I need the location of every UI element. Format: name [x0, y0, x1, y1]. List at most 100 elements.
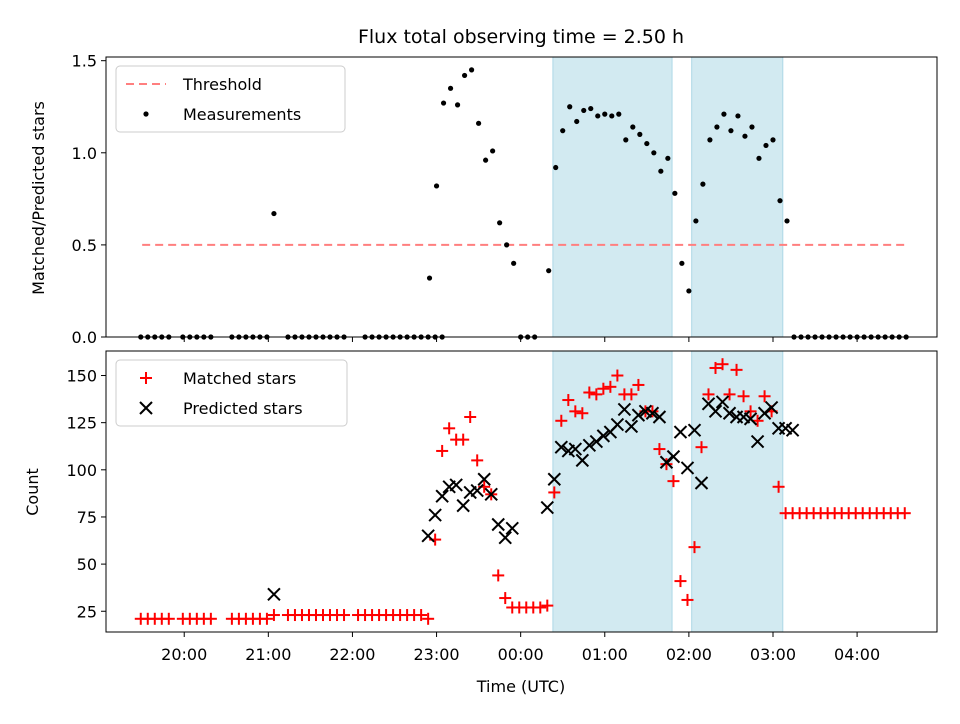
measurement-point: [553, 164, 559, 171]
matched-point: [548, 486, 561, 499]
matched-point: [576, 407, 589, 420]
predicted-point-stroke: [778, 421, 793, 436]
measurement-point: [693, 218, 699, 224]
measurement-point: [763, 142, 769, 149]
matched-point: [436, 444, 449, 457]
predicted-point: [596, 429, 611, 443]
measurement-point: [735, 113, 741, 119]
predicted-point: [435, 489, 449, 503]
measurement-point: [728, 128, 734, 134]
matched-point: [632, 378, 645, 391]
matched-point: [730, 363, 743, 376]
bottom-y-axis-label: Count: [23, 468, 42, 516]
legend: Threshold Measurements: [115, 65, 346, 133]
y-tick-label: 150: [66, 367, 97, 386]
predicted-point-stroke: [435, 489, 449, 503]
predicted-point: [568, 442, 583, 456]
predicted-point-stroke: [624, 419, 639, 434]
predicted-point-stroke: [652, 410, 667, 424]
predicted-point: [554, 440, 569, 454]
measurement-point: [426, 275, 433, 281]
measurement-point: [271, 210, 277, 217]
matched-point: [443, 422, 456, 435]
legend-swatch-stroke: [139, 401, 153, 415]
matched-point: [499, 592, 512, 605]
predicted-point-stroke: [694, 476, 709, 490]
predicted-point-stroke: [505, 521, 519, 535]
matched-point: [464, 411, 477, 424]
legend-box: [115, 359, 348, 427]
measurement-point: [581, 107, 587, 114]
measurement-point: [476, 120, 482, 126]
matched-point: [695, 441, 708, 454]
measurement-point: [567, 104, 573, 110]
matched-point: [583, 386, 596, 399]
predicted-point-stroke: [449, 478, 463, 492]
bottom-panel: 25 50 75 100 125 150 20:00 21:00 22:00 23:00 00:00…: [66, 350, 938, 664]
matched-point: [772, 480, 785, 493]
predicted-point-stroke: [708, 404, 723, 419]
measurement-point: [651, 150, 657, 156]
shaded-interval-2-panel-1: [691, 56, 784, 338]
predicted-point-stroke: [470, 483, 484, 498]
measurement-point: [672, 190, 678, 196]
predicted-point-stroke: [540, 500, 555, 515]
predicted-point: [764, 400, 779, 415]
measurement-point: [721, 111, 727, 117]
measurement-point: [630, 124, 636, 130]
predicted-point-stroke: [582, 438, 597, 453]
predicted-point: [421, 529, 435, 543]
measurement-point: [609, 113, 615, 119]
chart-title: Flux total observing time = 2.50 h: [358, 26, 684, 48]
matched-point: [660, 458, 673, 471]
measurement-point: [616, 111, 622, 117]
predicted-point-stroke: [547, 472, 562, 486]
measurement-point: [440, 100, 447, 106]
measurement-point: [742, 133, 748, 139]
matched-point: [541, 599, 554, 612]
predicted-point-stroke: [645, 406, 660, 420]
y-tick-label: 50: [77, 555, 97, 574]
predicted-point-stroke: [491, 517, 505, 532]
matched-point: [471, 454, 484, 467]
predicted-point: [624, 419, 639, 434]
predicted-point-stroke: [736, 410, 751, 424]
x-tick-label: 22:00: [329, 645, 375, 664]
predicted-point: [708, 404, 723, 419]
y-tick-label: 75: [77, 508, 97, 527]
measurement-point: [447, 85, 454, 91]
y-tick-label: 125: [66, 414, 97, 433]
top-y-axis-label: Matched/Predicted stars: [29, 101, 48, 295]
legend-label: Matched stars: [183, 369, 296, 388]
measurement-point: [623, 137, 629, 143]
predicted-point: [785, 423, 800, 437]
predicted-point: [540, 500, 555, 515]
predicted-point: [267, 587, 281, 601]
predicted-point-stroke: [428, 508, 442, 522]
predicted-point: [505, 521, 519, 535]
measurement-point: [700, 181, 706, 187]
legend-swatch: [140, 372, 152, 384]
measurement-point: [574, 118, 580, 125]
predicted-point: [428, 508, 442, 522]
x-tick-label: 02:00: [666, 645, 712, 664]
matched-point: [646, 405, 659, 418]
matched-point: [260, 612, 273, 625]
y-tick-label: 1.0: [72, 144, 97, 163]
y-tick-label: 0.0: [72, 328, 97, 347]
y-tick-label: 0.5: [72, 236, 97, 255]
measurement-point: [602, 111, 608, 117]
predicted-point: [547, 472, 562, 486]
measurement-point: [497, 220, 503, 226]
matched-point: [415, 609, 428, 622]
measurement-point: [461, 72, 468, 79]
measurement-point: [749, 124, 755, 130]
matched-point: [716, 358, 729, 371]
predicted-point: [484, 487, 498, 502]
x-tick-label: 03:00: [750, 645, 796, 664]
matched-point: [162, 612, 175, 625]
predicted-point-stroke: [575, 453, 590, 468]
predicted-point-stroke: [477, 472, 491, 486]
matched-point: [590, 388, 603, 401]
